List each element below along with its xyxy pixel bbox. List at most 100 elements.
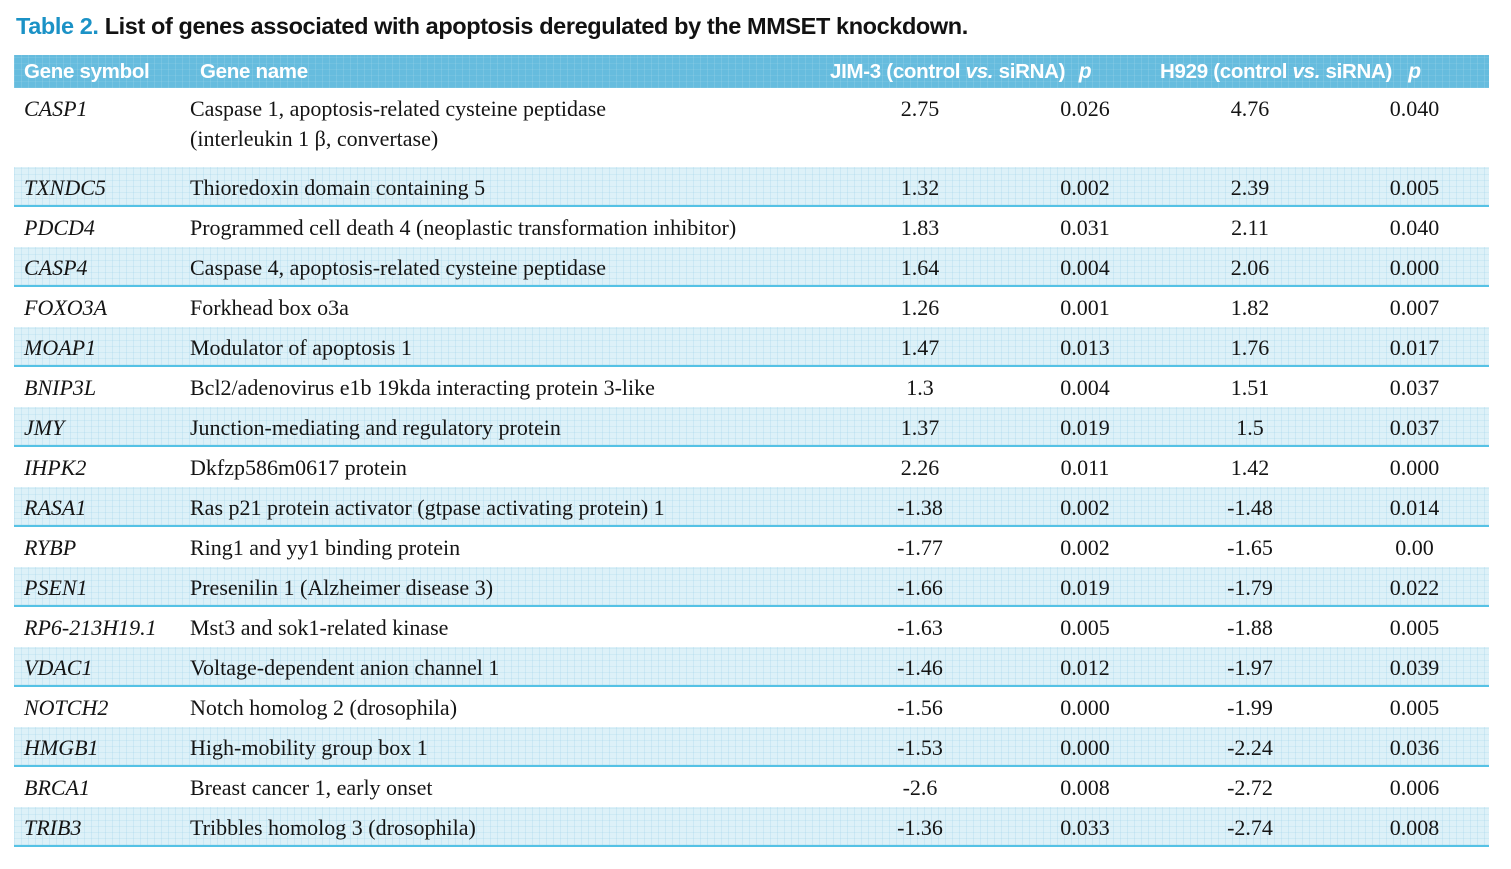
p1-value-cell: 0.008 (1060, 775, 1110, 800)
h929-value-cell: 1.82 (1230, 295, 1270, 320)
table-header-row: Gene symbol Gene name JIM-3 (control vs.… (14, 55, 1489, 88)
table-row-casp4: CASP4 Caspase 4, apoptosis-related cyste… (14, 247, 1489, 287)
jim3-value-cell: -1.66 (897, 575, 943, 600)
jim3-value-cell: 1.32 (900, 175, 940, 200)
column-header-p1: p (1078, 59, 1092, 83)
p2-value-cell: 0.000 (1389, 255, 1440, 280)
h929-value-cell: 1.51 (1230, 375, 1270, 400)
p1-value-cell: 0.019 (1060, 575, 1110, 600)
table-number-label: Table 2. (16, 13, 99, 39)
p1-value-cell: 0.033 (1060, 815, 1110, 840)
jim3-value-cell: -1.63 (897, 615, 943, 640)
table-row-hmgb1: HMGB1 High-mobility group box 1 -1.53 0.… (14, 727, 1489, 767)
p1-value-cell: 0.013 (1060, 335, 1110, 360)
h929-value-cell: -1.65 (1227, 535, 1273, 560)
column-header-p2: p (1408, 59, 1421, 83)
table-row-txndc5: TXNDC5 Thioredoxin domain containing 5 1… (14, 167, 1489, 207)
column-header-h929: H929 (control vs. siRNA) (1160, 59, 1393, 83)
table-row-moap1: MOAP1 Modulator of apoptosis 1 1.47 0.01… (14, 327, 1489, 367)
gene-name-cell: Mst3 and sok1-related kinase (190, 615, 449, 640)
table-row-jmy: JMY Junction-mediating and regulatory pr… (14, 407, 1489, 447)
p2-value-cell: 0.022 (1389, 575, 1440, 600)
column-header-gene-name: Gene name (200, 59, 308, 83)
p1-value-cell: 0.019 (1060, 415, 1110, 440)
p2-value-cell: 0.040 (1389, 96, 1440, 121)
table-row-bnip3l: BNIP3L Bcl2/adenovirus e1b 19kda interac… (14, 367, 1489, 407)
h929-value-cell: -1.99 (1227, 695, 1273, 720)
jim3-value-cell: -2.6 (902, 775, 938, 800)
gene-symbol-cell: RASA1 (24, 495, 87, 520)
h929-value-cell: 1.5 (1236, 415, 1264, 440)
h929-value-cell: -1.79 (1227, 575, 1273, 600)
table-row-brca1: BRCA1 Breast cancer 1, early onset -2.6 … (14, 767, 1489, 807)
h929-value-cell: -2.74 (1227, 815, 1273, 840)
p1-value-cell: 0.011 (1060, 455, 1110, 480)
p1-value-cell: 0.012 (1060, 655, 1110, 680)
gene-symbol-cell: IHPK2 (24, 455, 87, 480)
table-title-text: List of genes associated with apoptosis … (98, 13, 969, 39)
gene-name-cell: Forkhead box o3a (190, 295, 349, 320)
p2-value-cell: 0.017 (1389, 335, 1440, 360)
gene-name-cell: Dkfzp586m0617 protein (190, 455, 407, 480)
gene-name-cell: Bcl2/adenovirus e1b 19kda interacting pr… (190, 375, 655, 400)
p2-value-cell: 0.008 (1389, 815, 1440, 840)
gene-name-cell: Caspase 1, apoptosis-related cysteine pe… (190, 96, 607, 151)
gene-symbol-cell: RP6-213H19.1 (24, 615, 157, 640)
table-row-psen1: PSEN1 Presenilin 1 (Alzheimer disease 3)… (14, 567, 1489, 607)
gene-symbol-cell: CASP4 (24, 255, 88, 280)
p2-value-cell: 0.040 (1389, 215, 1440, 240)
p2-value-cell: 0.005 (1389, 175, 1440, 200)
gene-name-cell: Programmed cell death 4 (neoplastic tran… (190, 215, 737, 240)
gene-name-cell: Breast cancer 1, early onset (190, 775, 433, 800)
jim3-value-cell: 1.3 (906, 375, 934, 400)
jim3-value-cell: -1.46 (897, 655, 943, 680)
gene-name-cell: Caspase 4, apoptosis-related cysteine pe… (190, 255, 607, 280)
p1-value-cell: 0.001 (1060, 295, 1110, 320)
gene-symbol-cell: PSEN1 (24, 575, 88, 600)
h929-value-cell: 1.42 (1230, 455, 1270, 480)
p2-value-cell: 0.036 (1389, 735, 1440, 760)
table-row-notch2: NOTCH2 Notch homolog 2 (drosophila) -1.5… (14, 687, 1489, 727)
gene-name-cell: High-mobility group box 1 (190, 735, 428, 760)
jim3-value-cell: 2.26 (900, 455, 940, 480)
gene-symbol-cell: PDCD4 (24, 215, 95, 240)
p2-value-cell: 0.00 (1395, 535, 1434, 560)
gene-symbol-cell: NOTCH2 (24, 695, 109, 720)
gene-symbol-cell: HMGB1 (24, 735, 99, 760)
gene-symbol-cell: VDAC1 (24, 655, 93, 680)
h929-value-cell: 4.76 (1230, 96, 1270, 121)
gene-symbol-cell: BNIP3L (24, 375, 97, 400)
jim3-value-cell: -1.38 (897, 495, 943, 520)
table-row-foxo3a: FOXO3A Forkhead box o3a 1.26 0.001 1.82 … (14, 287, 1489, 327)
gene-name-cell: Thioredoxin domain containing 5 (190, 175, 486, 200)
jim3-value-cell: 1.64 (900, 255, 940, 280)
column-header-gene-symbol: Gene symbol (24, 59, 150, 83)
gene-name-cell: Ras p21 protein activator (gtpase activa… (190, 495, 665, 520)
p2-value-cell: 0.005 (1389, 695, 1440, 720)
h929-value-cell: 2.06 (1230, 255, 1270, 280)
p2-value-cell: 0.006 (1389, 775, 1440, 800)
p1-value-cell: 0.002 (1060, 175, 1110, 200)
h929-value-cell: -2.72 (1227, 775, 1273, 800)
jim3-value-cell: -1.56 (897, 695, 943, 720)
jim3-value-cell: -1.36 (897, 815, 943, 840)
gene-symbol-cell: MOAP1 (24, 335, 97, 360)
gene-symbol-cell: RYBP (24, 535, 77, 560)
column-header-jim3: JIM-3 (control vs. siRNA) (830, 59, 1066, 83)
p1-value-cell: 0.000 (1060, 695, 1110, 720)
p1-value-cell: 0.026 (1060, 96, 1110, 121)
gene-name-cell: Ring1 and yy1 binding protein (190, 535, 461, 560)
h929-value-cell: -2.24 (1227, 735, 1273, 760)
jim3-value-cell: -1.53 (897, 735, 943, 760)
h929-value-cell: -1.48 (1227, 495, 1273, 520)
p1-value-cell: 0.002 (1060, 535, 1110, 560)
p2-value-cell: 0.005 (1389, 615, 1440, 640)
p1-value-cell: 0.005 (1060, 615, 1110, 640)
gene-name-cell: Voltage-dependent anion channel 1 (190, 655, 500, 680)
jim3-value-cell: 1.47 (900, 335, 940, 360)
h929-value-cell: 2.11 (1231, 215, 1269, 240)
gene-name-cell: Tribbles homolog 3 (drosophila) (190, 815, 476, 840)
p2-value-cell: 0.014 (1389, 495, 1440, 520)
genes-table: Gene symbol Gene name JIM-3 (control vs.… (14, 55, 1489, 847)
jim3-value-cell: 1.83 (900, 215, 940, 240)
